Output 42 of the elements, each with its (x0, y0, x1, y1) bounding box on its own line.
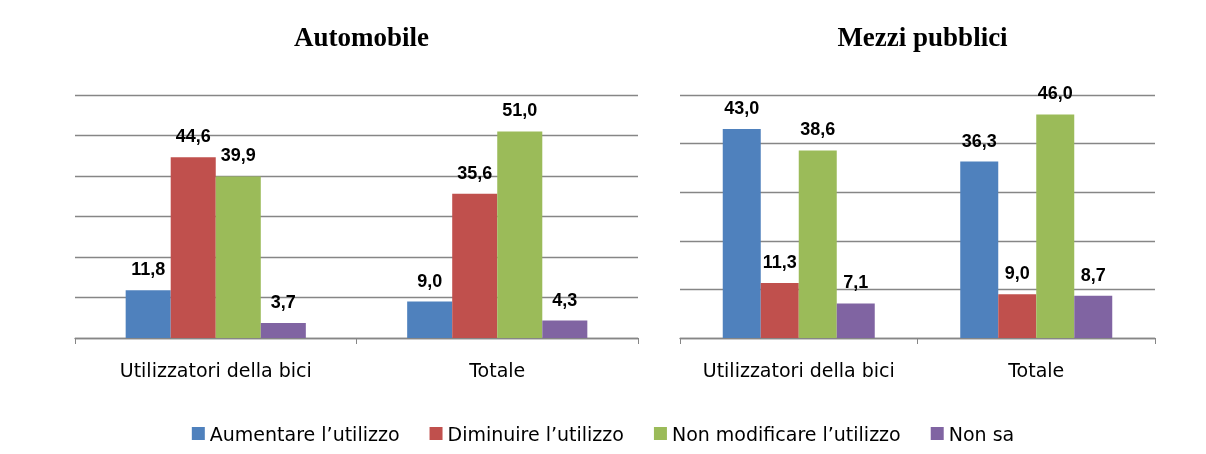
data-label: 43,0 (724, 98, 760, 119)
data-label: 38,6 (800, 119, 836, 140)
bar (798, 150, 837, 338)
data-label: 7,1 (843, 272, 869, 293)
bar (215, 176, 261, 338)
x-tick-label: Utilizzatori della bici (702, 358, 895, 381)
bar (260, 323, 306, 338)
legend-label: Aumentare l’utilizzo (209, 422, 400, 445)
data-label: 9,0 (1004, 263, 1030, 284)
bar (125, 290, 171, 338)
bar (542, 320, 588, 338)
data-label: 4,3 (552, 289, 578, 310)
legend-label: Non modificare l’utilizzo (671, 422, 901, 445)
legend-label: Non sa (948, 422, 1015, 445)
bar (497, 131, 543, 338)
x-tick-label: Utilizzatori della bici (119, 358, 312, 381)
bar (1074, 295, 1113, 338)
data-label: 11,8 (131, 259, 166, 280)
bar (452, 193, 498, 338)
legend-label: Diminuire l’utilizzo (447, 422, 624, 445)
x-tick-label: Totale (468, 358, 526, 381)
bar (722, 129, 761, 338)
data-label: 9,0 (417, 270, 443, 291)
chart-title: Mezzi pubblici (837, 21, 1009, 52)
bar (960, 161, 999, 338)
bar (998, 294, 1037, 338)
bar (407, 301, 453, 338)
data-label: 44,6 (175, 126, 211, 147)
data-label: 8,7 (1080, 264, 1106, 285)
bar (760, 283, 799, 338)
bar (170, 157, 216, 338)
data-label: 51,0 (502, 100, 538, 121)
data-label: 46,0 (1037, 83, 1073, 104)
bar (836, 303, 875, 338)
data-label: 35,6 (457, 162, 493, 183)
data-label: 3,7 (270, 292, 296, 313)
data-label: 39,9 (220, 145, 256, 166)
data-label: 11,3 (762, 252, 797, 273)
chart-title: Automobile (294, 21, 430, 52)
data-label: 36,3 (961, 130, 997, 151)
x-tick-label: Totale (1007, 358, 1065, 381)
bar (1036, 114, 1075, 338)
